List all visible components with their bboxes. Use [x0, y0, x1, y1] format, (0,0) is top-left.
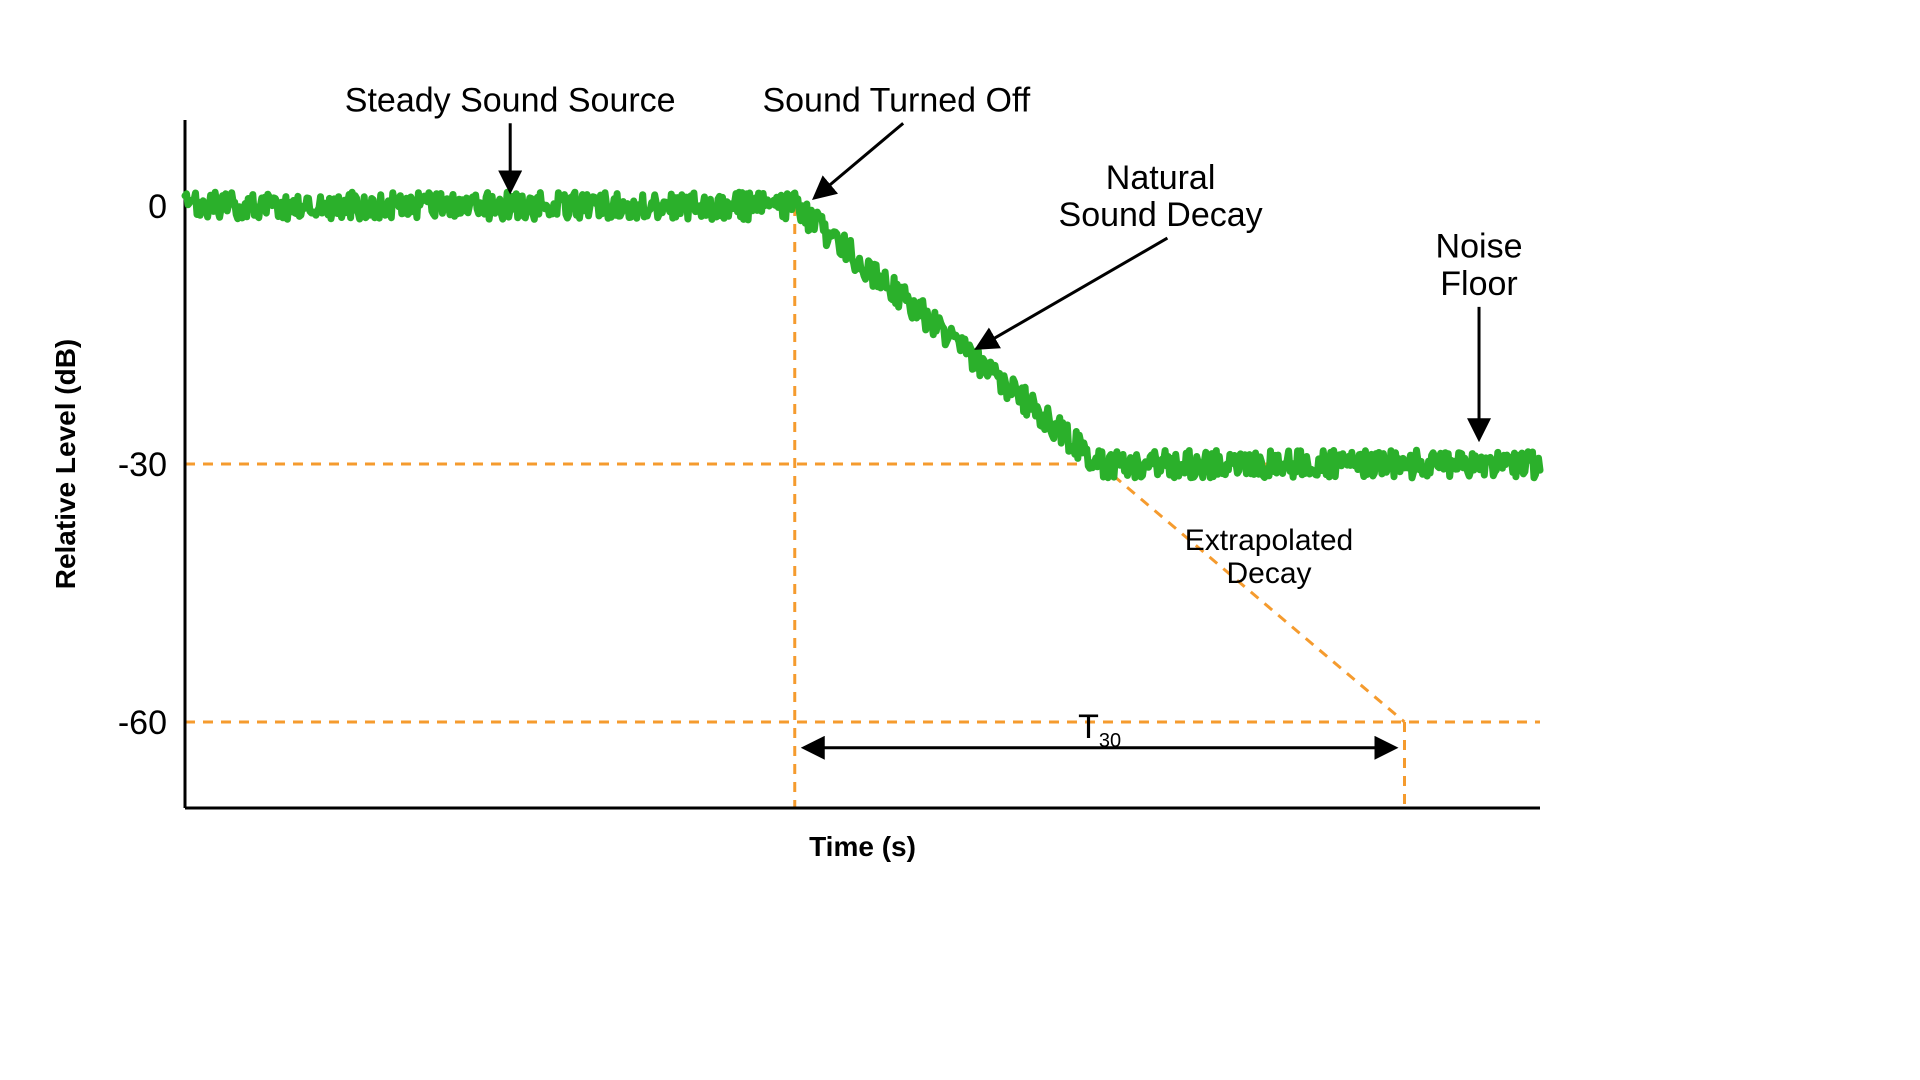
annotation-text-noise-floor: NoiseFloor [1436, 228, 1523, 303]
annotation-decay: NaturalSound Decay [978, 159, 1263, 348]
annotation-turned-off: Sound Turned Off [762, 81, 1030, 197]
annotation-arrow-turned-off [815, 123, 903, 197]
annotation-arrow-decay [978, 238, 1168, 348]
annotation-text-steady: Steady Sound Source [345, 81, 676, 119]
annotation-text-turned-off: Sound Turned Off [762, 81, 1030, 119]
rt60-decay-chart: 0 -30 -60 Time (s) Relative Level (dB) T30 Ste… [0, 0, 1920, 1080]
y-tick--60: -60 [118, 704, 167, 742]
y-tick--30: -30 [118, 446, 167, 484]
y-tick-0: 0 [148, 188, 167, 226]
x-axis-label: Time (s) [809, 831, 916, 862]
annotation-noise-floor: NoiseFloor [1436, 228, 1523, 439]
chart-container: 0 -30 -60 Time (s) Relative Level (dB) T30 Ste… [0, 0, 1920, 1080]
signal-trace [185, 192, 1540, 478]
annotation-steady: Steady Sound Source [345, 81, 676, 190]
annotation-text-decay: NaturalSound Decay [1059, 159, 1263, 234]
y-axis-label: Relative Level (dB) [50, 339, 81, 590]
extrapolated-decay-line [1100, 464, 1405, 722]
t30-label: T30 [1078, 708, 1121, 752]
